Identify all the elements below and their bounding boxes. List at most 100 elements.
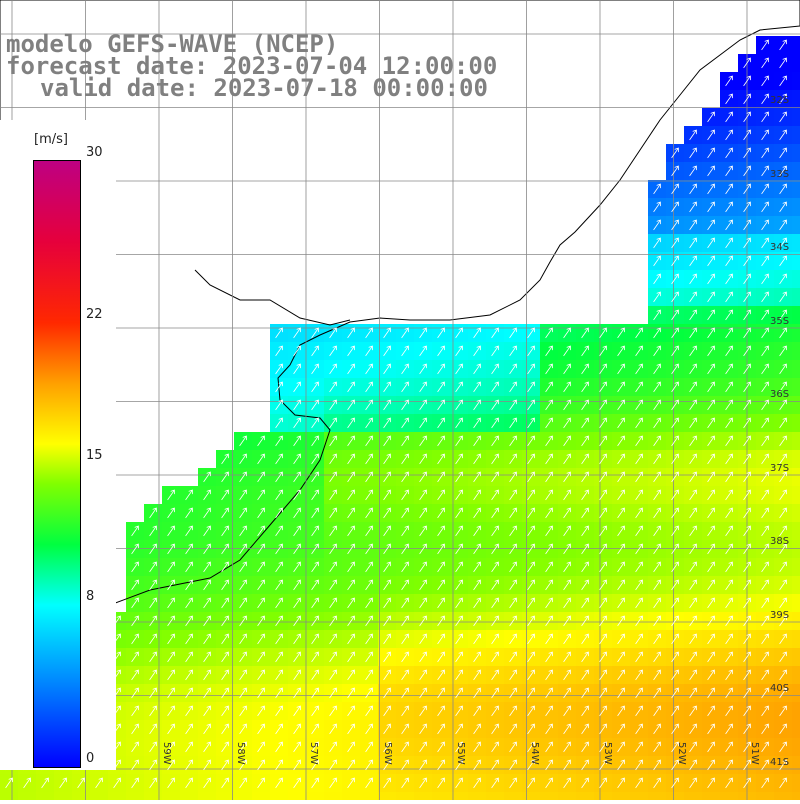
wind-arrow bbox=[311, 345, 319, 357]
wind-arrow bbox=[383, 471, 391, 483]
wind-speed-cell bbox=[126, 792, 145, 804]
wind-arrow bbox=[437, 741, 445, 753]
wind-arrow bbox=[779, 507, 787, 519]
wind-arrow bbox=[221, 669, 229, 681]
wind-speed-cell bbox=[396, 792, 415, 804]
wind-arrow bbox=[455, 345, 463, 357]
wind-arrow bbox=[509, 489, 517, 501]
wind-arrow bbox=[329, 453, 337, 465]
wind-speed-cell bbox=[792, 738, 800, 757]
wind-arrow bbox=[689, 147, 697, 159]
wind-arrow bbox=[509, 597, 517, 609]
wind-arrow bbox=[779, 201, 787, 213]
wind-arrow bbox=[761, 741, 769, 753]
wind-arrow bbox=[257, 489, 265, 501]
wind-arrow bbox=[761, 237, 769, 249]
wind-arrow bbox=[347, 453, 355, 465]
wind-speed-cell bbox=[792, 306, 800, 325]
wind-arrow bbox=[599, 777, 607, 789]
wind-arrow bbox=[347, 759, 355, 771]
wind-speed-cell bbox=[792, 774, 800, 793]
wind-arrow bbox=[545, 453, 553, 465]
wind-speed-cell bbox=[792, 630, 800, 649]
wind-arrow bbox=[725, 255, 733, 267]
wind-speed-cell bbox=[792, 270, 800, 289]
wind-arrow bbox=[473, 399, 481, 411]
wind-arrow bbox=[221, 615, 229, 627]
wind-arrow bbox=[419, 345, 427, 357]
wind-arrow bbox=[383, 417, 391, 429]
wind-arrow bbox=[365, 561, 373, 573]
wind-arrow bbox=[437, 381, 445, 393]
wind-arrow bbox=[653, 381, 661, 393]
wind-arrow bbox=[671, 471, 679, 483]
wind-arrow bbox=[761, 579, 769, 591]
wind-arrow bbox=[185, 777, 193, 789]
wind-speed-cell bbox=[648, 792, 667, 804]
wind-arrow bbox=[401, 705, 409, 717]
wind-arrow bbox=[671, 273, 679, 285]
wind-arrow bbox=[149, 777, 157, 789]
wind-speed-cell bbox=[792, 252, 800, 271]
wind-arrow bbox=[545, 723, 553, 735]
wind-arrow bbox=[401, 777, 409, 789]
wind-arrow bbox=[653, 723, 661, 735]
wind-arrow bbox=[275, 489, 283, 501]
wind-arrow bbox=[167, 561, 175, 573]
wind-arrow bbox=[707, 561, 715, 573]
wind-arrow bbox=[545, 759, 553, 771]
wind-arrow bbox=[725, 723, 733, 735]
wind-arrow bbox=[725, 201, 733, 213]
wind-arrow bbox=[509, 561, 517, 573]
wind-arrow bbox=[725, 777, 733, 789]
wind-arrow bbox=[257, 741, 265, 753]
wind-arrow bbox=[473, 561, 481, 573]
wind-arrow bbox=[383, 651, 391, 663]
wind-arrow bbox=[455, 561, 463, 573]
wind-arrow bbox=[347, 363, 355, 375]
wind-arrow bbox=[779, 435, 787, 447]
wind-arrow bbox=[149, 525, 157, 537]
wind-arrow bbox=[599, 435, 607, 447]
map-title-valid-date: valid date: 2023-07-18 00:00:00 bbox=[40, 74, 488, 102]
wind-arrow bbox=[329, 327, 337, 339]
wind-arrow bbox=[671, 615, 679, 627]
wind-arrow bbox=[725, 453, 733, 465]
wind-arrow bbox=[563, 435, 571, 447]
wind-arrow bbox=[671, 237, 679, 249]
wind-arrow bbox=[761, 183, 769, 195]
wind-arrow bbox=[365, 705, 373, 717]
wind-arrow bbox=[509, 759, 517, 771]
wind-arrow bbox=[455, 489, 463, 501]
wind-arrow bbox=[725, 147, 733, 159]
wind-arrow bbox=[455, 669, 463, 681]
wind-arrow bbox=[545, 399, 553, 411]
wind-arrow bbox=[491, 327, 499, 339]
wind-arrow bbox=[725, 489, 733, 501]
wind-arrow bbox=[491, 417, 499, 429]
wind-arrow bbox=[311, 687, 319, 699]
wind-arrow bbox=[131, 723, 139, 735]
wind-arrow bbox=[725, 561, 733, 573]
wind-speed-cell bbox=[792, 234, 800, 253]
wind-arrow bbox=[671, 399, 679, 411]
wind-arrow bbox=[329, 741, 337, 753]
wind-arrow bbox=[581, 561, 589, 573]
wind-arrow bbox=[257, 615, 265, 627]
wind-arrow bbox=[743, 75, 751, 87]
wind-arrow bbox=[671, 687, 679, 699]
wind-arrow bbox=[437, 471, 445, 483]
wind-arrow bbox=[689, 435, 697, 447]
wind-arrow bbox=[743, 345, 751, 357]
wind-speed-cell bbox=[108, 792, 127, 804]
wind-arrow bbox=[239, 615, 247, 627]
wind-arrow bbox=[743, 597, 751, 609]
wind-arrow bbox=[725, 219, 733, 231]
wind-arrow bbox=[689, 507, 697, 519]
wind-arrow bbox=[545, 345, 553, 357]
wind-arrow bbox=[365, 525, 373, 537]
wind-arrow bbox=[761, 669, 769, 681]
wind-arrow bbox=[779, 345, 787, 357]
wind-arrow bbox=[689, 417, 697, 429]
wind-arrow bbox=[293, 597, 301, 609]
